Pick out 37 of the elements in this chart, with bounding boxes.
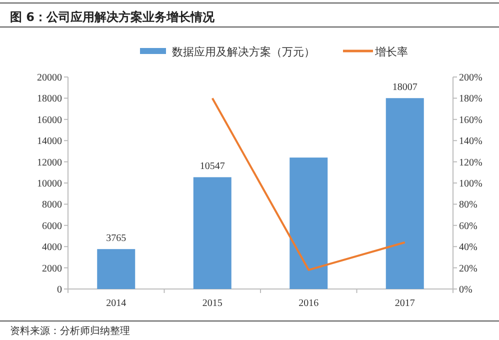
y2-tick-label: 20% [459,263,478,274]
y-tick-label: 20000 [37,72,62,84]
legend-label: 数据应用及解决方案（万元） [172,46,315,58]
y2-tick-label: 200% [459,72,482,84]
y2-tick-label: 0% [459,284,472,296]
y2-tick-label: 80% [459,200,478,211]
bar [97,249,136,289]
y-tick-label: 18000 [37,94,62,105]
chart-title: 图 6：公司应用解决方案业务增长情况 [10,10,216,24]
bar [193,177,232,289]
x-tick-label: 2015 [202,298,222,309]
y2-tick-label: 140% [459,136,482,148]
y2-tick-label: 180% [459,94,482,105]
y-tick-label: 0 [57,284,62,296]
y2-tick-label: 160% [459,114,482,126]
data-label: 3765 [106,233,126,244]
data-label: 18007 [392,82,418,94]
bar [290,158,328,289]
y-tick-label: 2000 [42,263,62,274]
text: 资料来源：分析师归纳整理 [10,325,130,337]
x-tick-label: 2014 [106,298,126,309]
y-tick-label: 14000 [37,136,62,148]
y-tick-label: 8000 [42,200,62,211]
y-tick-label: 10000 [37,178,62,190]
y2-tick-label: 40% [459,242,478,254]
y2-tick-label: 120% [459,157,482,168]
y2-tick-label: 100% [459,178,482,190]
y2-tick-label: 60% [459,220,478,232]
y-tick-label: 6000 [42,220,62,232]
x-tick-label: 2016 [298,298,319,309]
legend-label: 增长率 [374,46,408,58]
y-tick-label: 4000 [42,242,62,254]
y-tick-label: 16000 [37,114,62,126]
x-tick-label: 2017 [394,298,415,309]
bar [386,98,424,289]
y-tick-label: 12000 [37,157,62,168]
data-label: 10547 [200,161,225,172]
